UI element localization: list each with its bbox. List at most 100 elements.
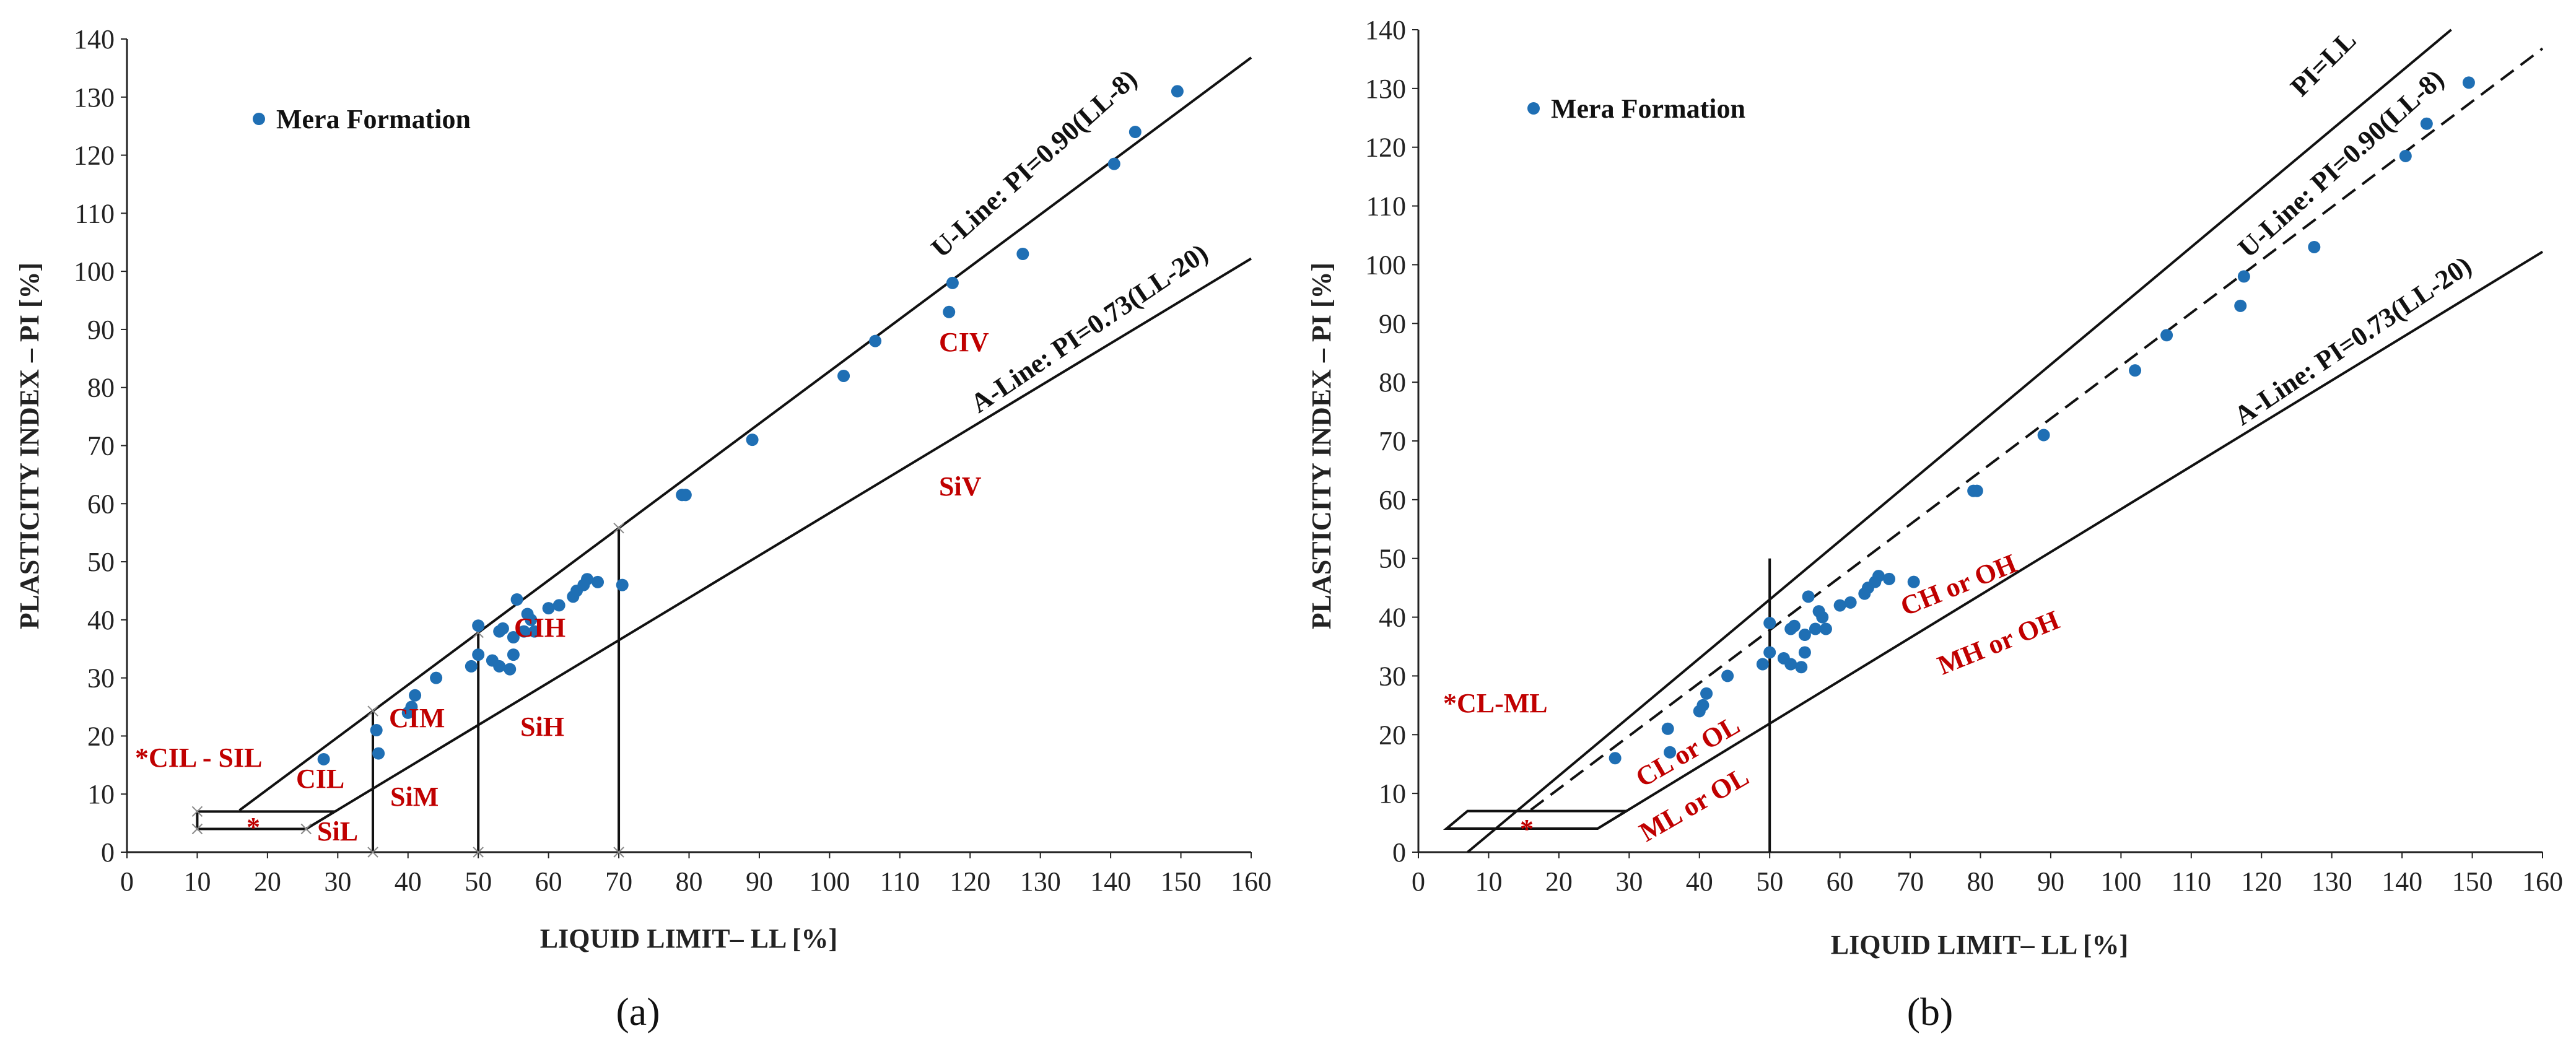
panel-a-data-point <box>528 625 541 638</box>
panel-b: 0 10 20 30 40 50 60 70 80 90 100 110 120 130 140 150 160… <box>1306 15 2563 1034</box>
panel-a-label: (a) <box>616 990 660 1034</box>
panel-a-boundary-marker <box>191 806 203 817</box>
panel-a-x-tick-label: 10 <box>183 866 211 897</box>
panel-b-u-line-label: U-Line: PI=0.90(LL-8) <box>2232 63 2450 263</box>
panel-a-zone-sim: SiM <box>390 782 439 812</box>
panel-a-x-tick-label: 150 <box>1161 866 1202 897</box>
panel-a-data-point <box>869 334 882 347</box>
panel-a-y-tick-label: 30 <box>87 663 115 694</box>
panel-b-data-point <box>1872 570 1885 583</box>
panel-a-data-point <box>679 489 692 502</box>
panel-a-data-point <box>370 724 383 737</box>
panel-b-y-tick-label: 10 <box>1379 778 1406 809</box>
panel-a-y-tick-label: 70 <box>87 431 115 461</box>
panel-b-y-title: PLASTICITY INDEX – PI [%] <box>1306 263 1337 629</box>
panel-b-data-point <box>1784 658 1797 671</box>
panel-a-data-point <box>746 434 759 447</box>
panel-b-data-point <box>2160 329 2173 342</box>
panel-b-data-point <box>1696 699 1709 712</box>
panel-b-x-tick-label: 140 <box>2382 866 2422 897</box>
panel-b-x-tick-label: 70 <box>1897 866 1924 897</box>
panel-a-data-point <box>372 747 385 760</box>
panel-a-data-point <box>504 663 517 676</box>
panel-a-y-tick-label: 60 <box>87 489 115 519</box>
panel-a-data-point <box>507 630 520 643</box>
panel-a-y-tick-label: 110 <box>75 198 115 229</box>
panel-a-data-point <box>552 599 565 612</box>
panel-a-data-point <box>616 578 629 591</box>
panel-a-data-point <box>592 575 605 588</box>
panel-b-y-tick-label: 50 <box>1379 544 1406 574</box>
panel-b-y-tick-label: 40 <box>1379 603 1406 633</box>
panel-a-boundary-marker <box>367 705 378 717</box>
panel-a-classification-line <box>238 56 1252 812</box>
panel-a-classification-line <box>305 257 1252 830</box>
panel-b-data-point <box>1816 611 1829 624</box>
panel-b-zone-star: * <box>1520 814 1534 844</box>
panel-b-x-tick-label: 120 <box>2241 866 2282 897</box>
panel-a-a-line-label: A-Line: PI=0.73(LL-20) <box>965 238 1213 419</box>
panel-a-data-point <box>472 619 485 632</box>
panel-b-x-tick-label: 130 <box>2312 866 2352 897</box>
panel-a-y-tick-label: 80 <box>87 373 115 403</box>
panel-b-x-tick-label: 100 <box>2100 866 2141 897</box>
panel-a-y-tick-label: 90 <box>87 315 115 345</box>
panel-b-y-tick-label: 0 <box>1392 837 1406 868</box>
panel-a-data-point <box>507 648 520 661</box>
panel-a-data-point <box>405 700 418 713</box>
panel-a-data-point <box>837 369 850 382</box>
panel-b-y-tick-label: 120 <box>1365 133 1406 163</box>
panel-b-x-tick-label: 0 <box>1412 866 1425 897</box>
panel-a-x-tick-label: 40 <box>395 866 422 897</box>
panel-a-y-tick-label: 130 <box>74 82 115 113</box>
panel-a-y-tick-label: 40 <box>87 605 115 635</box>
panel-b-data-point <box>1883 572 1896 585</box>
panel-b-classification-line <box>1467 28 2452 853</box>
panel-a-y-tick-label: 20 <box>87 721 115 751</box>
panel-a-zone-star: * <box>247 812 260 842</box>
panel-a-data-point <box>1129 126 1142 139</box>
panel-a-zone-clv: CIV <box>939 327 989 357</box>
panel-b-data-point <box>2237 270 2250 283</box>
panel-a-data-point <box>1107 157 1120 170</box>
panel-b-data-point <box>1833 599 1846 612</box>
panel-b-label: (b) <box>1907 990 1954 1034</box>
panel-a-zone-clm: CIM <box>389 703 445 733</box>
panel-b-data-point <box>2037 429 2050 442</box>
panel-a-data-point <box>317 752 330 765</box>
panel-a-boundary-marker <box>191 823 203 835</box>
panel-a-data-point <box>465 660 478 673</box>
panel-a-y-tick-label: 50 <box>87 547 115 577</box>
panel-b-x-tick-label: 110 <box>2172 866 2211 897</box>
panel-a-zone-clh: CIH <box>514 612 565 643</box>
panel-b-data-point <box>2462 76 2475 89</box>
panel-a-x-tick-label: 160 <box>1231 866 1272 897</box>
panel-a-y-tick-label: 0 <box>101 837 115 868</box>
panel-a-y-tick-label: 10 <box>87 779 115 809</box>
panel-a-x-tick-label: 70 <box>605 866 632 897</box>
panel-a-x-tick-label: 80 <box>676 866 703 897</box>
panel-b-data-point <box>1809 622 1822 635</box>
panel-b-data-point <box>1763 646 1776 659</box>
panel-b-data-point <box>2420 117 2433 130</box>
panel-a-y-tick-label: 100 <box>74 256 115 287</box>
panel-a-zone-cil: CIL <box>296 764 344 794</box>
panel-b-data-point <box>1802 590 1815 603</box>
panel-a-data-point <box>1171 85 1184 98</box>
panel-a-x-tick-label: 0 <box>120 866 134 897</box>
panel-b-y-tick-label: 70 <box>1379 426 1406 456</box>
panel-b-y-tick-label: 20 <box>1379 720 1406 750</box>
panel-b-a-line-label: A-Line: PI=0.73(LL-20) <box>2229 250 2477 431</box>
panel-a-x-tick-label: 140 <box>1090 866 1131 897</box>
panel-a-x-tick-label: 20 <box>254 866 281 897</box>
panel-b-data-point <box>1664 746 1677 759</box>
panel-a-y-title: PLASTICITY INDEX – PI [%] <box>14 263 45 629</box>
panel-a-data-point <box>525 613 538 626</box>
panel-b-data-point <box>1798 646 1811 659</box>
panel-b-x-tick-label: 30 <box>1615 866 1643 897</box>
panel-b-y-tick-label: 140 <box>1365 15 1406 45</box>
panel-b-x-tick-label: 40 <box>1686 866 1713 897</box>
panel-b-x-tick-label: 150 <box>2452 866 2493 897</box>
panel-b-data-point <box>2129 364 2142 377</box>
